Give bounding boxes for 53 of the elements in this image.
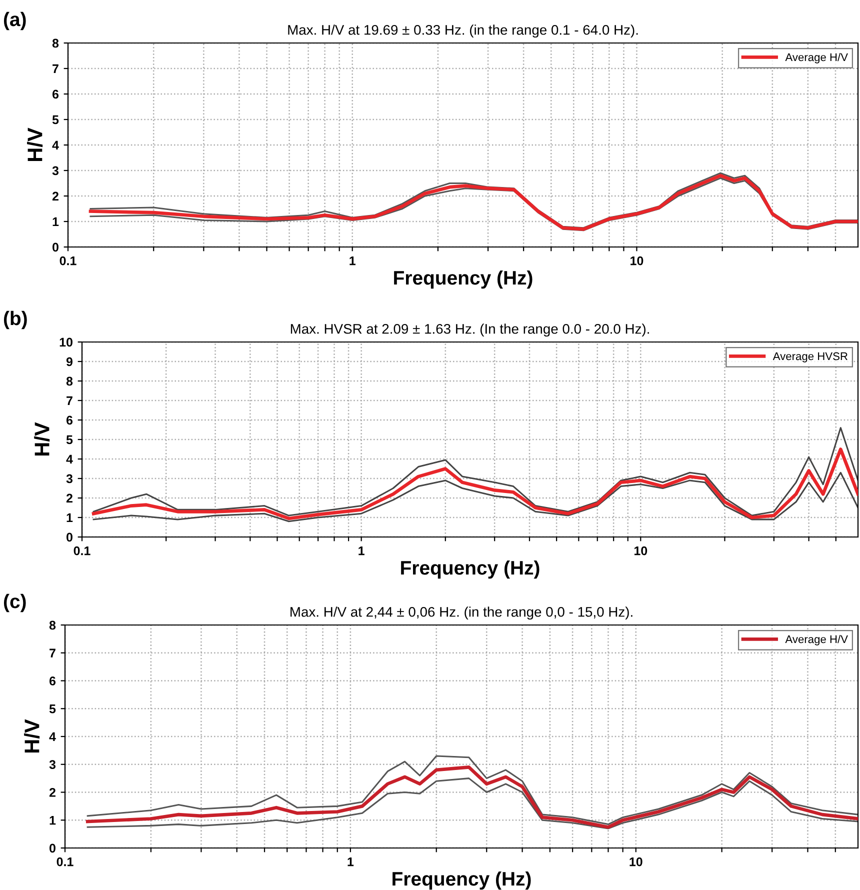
y-tick-label: 9 — [66, 357, 73, 366]
y-tick-label: 8 — [49, 620, 56, 630]
y-tick-label: 5 — [66, 435, 73, 444]
y-tick-label: 8 — [66, 376, 73, 386]
x-tick-label: 0.1 — [56, 857, 74, 866]
x-tick-label: 0.1 — [74, 546, 90, 556]
chart-title: Max. HVSR at 2.09 ± 1.63 Hz. (In the range 0.0 - 20.0 Hz). — [290, 324, 649, 337]
legend-label: Average HVSR — [772, 352, 848, 362]
text: (b) — [4, 310, 27, 330]
y-tick-label: 1 — [66, 513, 73, 522]
legend-label: Average H/V — [785, 635, 848, 646]
y-tick-label: 4 — [52, 140, 59, 150]
y-tick-label: 3 — [66, 474, 73, 484]
y-tick-label: 1 — [50, 816, 56, 825]
text: (c) — [4, 594, 26, 612]
y-tick-label: 2 — [49, 788, 56, 797]
y-tick-label: 2 — [66, 494, 72, 503]
y-tick-label: 6 — [52, 90, 59, 99]
x-tick-label: 0.1 — [60, 256, 76, 266]
x-tick-label: 1 — [358, 546, 364, 556]
x-tick-label: 10 — [630, 857, 642, 866]
text: (a) — [4, 12, 26, 30]
y-tick-label: 5 — [49, 704, 56, 714]
x-axis-title: Frequency (Hz) — [392, 871, 531, 890]
y-tick-label: 1 — [52, 217, 59, 226]
y-tick-label: 0 — [50, 844, 56, 853]
y-tick-label: 5 — [52, 115, 59, 124]
y-axis-title: H/V — [34, 422, 50, 456]
x-tick-label: 10 — [630, 256, 644, 266]
y-tick-label: 3 — [49, 760, 56, 770]
y-tick-label: 7 — [50, 648, 56, 658]
y-tick-label: 8 — [52, 38, 59, 48]
x-axis-title: Frequency (Hz) — [394, 270, 532, 289]
y-tick-label: 6 — [66, 416, 73, 425]
y-axis-title: H/V — [27, 128, 43, 161]
legend-label: Average H/V — [785, 53, 848, 64]
y-tick-label: 2 — [52, 192, 58, 201]
y-tick-label: 10 — [60, 338, 72, 347]
x-axis-title: Frequency (Hz) — [401, 560, 540, 579]
chart-title: Max. H/V at 19.69 ± 0.33 Hz. (in the range 0.1 - 64.0 Hz). — [288, 24, 638, 38]
y-tick-label: 4 — [49, 732, 56, 742]
x-tick-label: 1 — [348, 857, 354, 866]
y-tick-label: 6 — [49, 676, 56, 686]
y-tick-label: 0 — [66, 532, 72, 542]
y-axis-title: H/V — [24, 719, 40, 752]
y-tick-label: 4 — [66, 454, 73, 464]
y-tick-label: 3 — [52, 166, 59, 176]
y-tick-label: 7 — [66, 396, 72, 406]
y-tick-label: 7 — [52, 64, 58, 74]
x-tick-label: 1 — [350, 256, 356, 266]
y-tick-label: 0 — [52, 242, 58, 252]
x-tick-label: 10 — [634, 546, 648, 556]
chart-title: Max. H/V at 2,44 ± 0,06 Hz. (in the range 0,0 - 15,0 Hz). — [290, 606, 632, 620]
